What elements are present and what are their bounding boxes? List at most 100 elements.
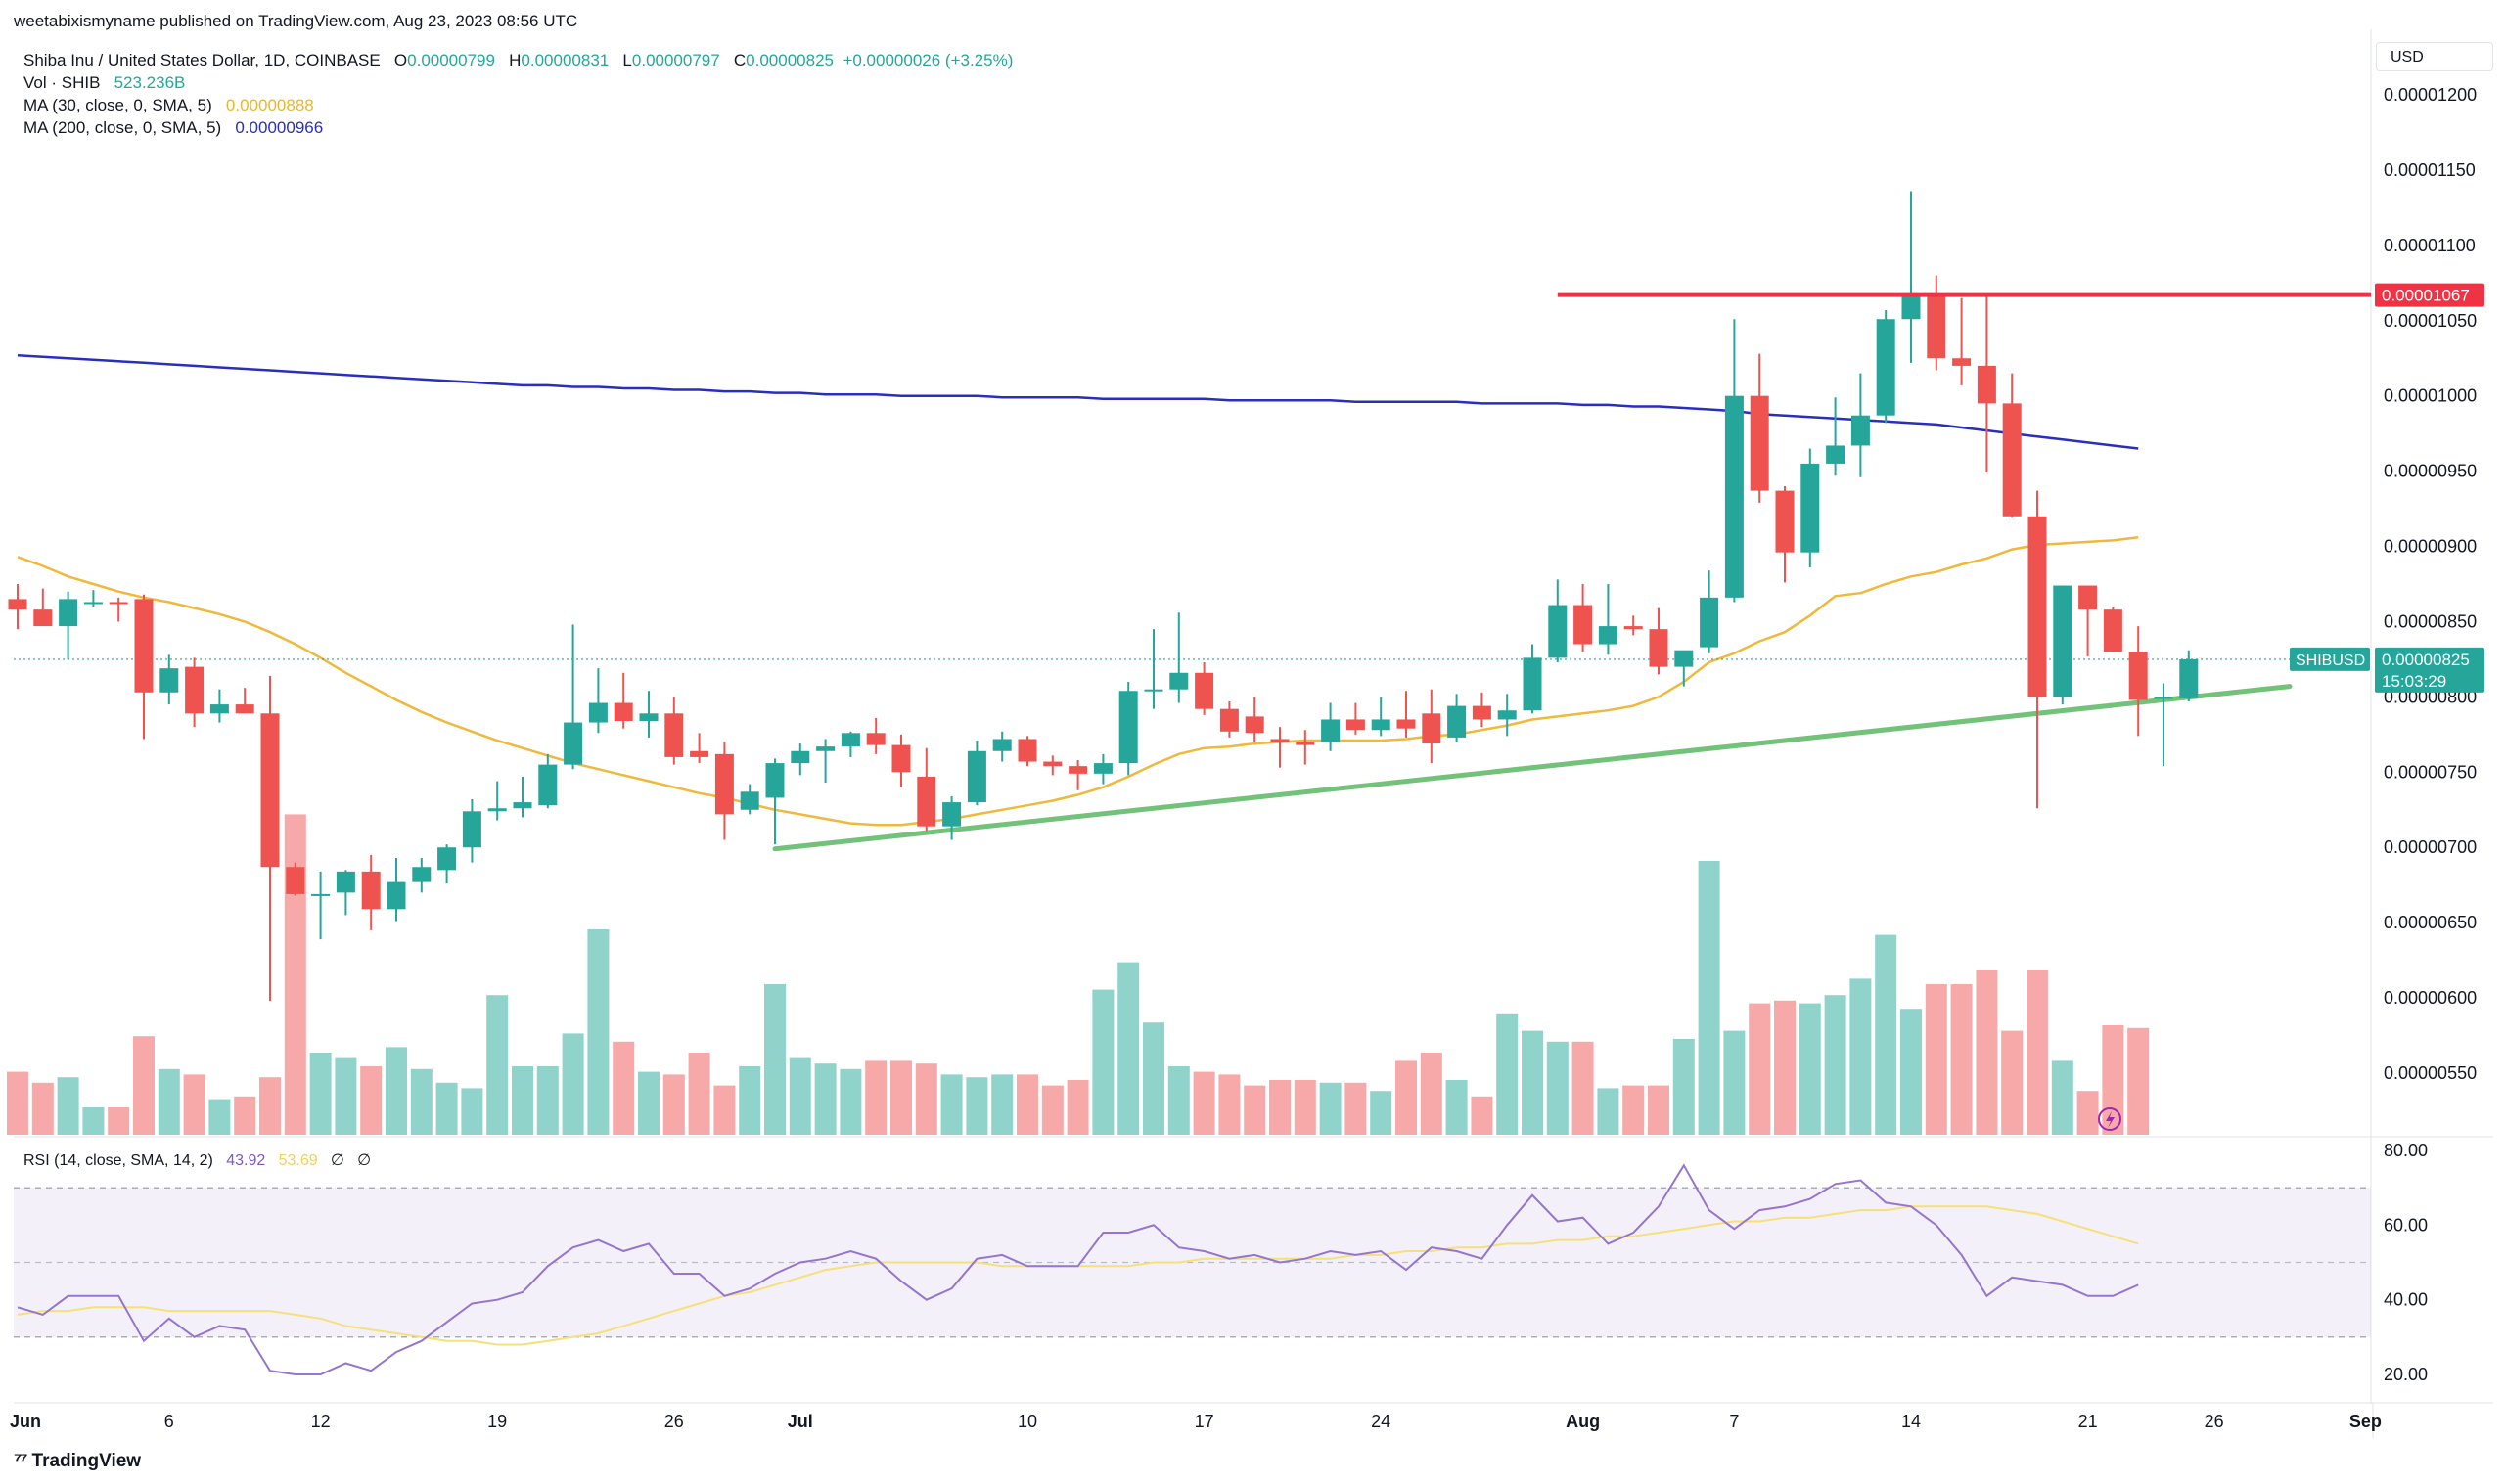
time-tick-label: Sep [2349,1412,2382,1431]
candle [1472,692,1491,728]
volume-bar [133,1036,155,1135]
candle-body [1724,395,1744,598]
volume-bar [82,1107,105,1135]
candle-body [260,713,280,868]
volume-bar [309,1053,332,1135]
candle-body [1775,490,1795,553]
candle [134,594,154,740]
candle [967,741,986,806]
time-tick-label: 12 [311,1412,331,1431]
volume-bar [1976,970,1998,1135]
candle [690,733,709,764]
legend-ma30-row[interactable]: MA (30, close, 0, SMA, 5) 0.00000888 [23,94,1013,116]
candle [1245,697,1264,742]
candle [765,758,785,845]
rsi-legend-label: RSI (14, close, SMA, 14, 2) [23,1152,213,1169]
candle-body [1750,395,1769,491]
legend-high: 0.00000831 [521,51,610,69]
candle-body [791,750,810,764]
candle [2002,373,2022,518]
volume-bar [587,929,610,1135]
volume-bar [688,1053,710,1135]
price-tick-label: 0.00001100 [2384,236,2476,255]
symbol-tag-box [2290,647,2370,671]
candle [1371,697,1390,737]
candle-body [311,893,331,896]
candle [1598,584,1617,655]
candle-body [1396,719,1416,729]
candle [437,844,457,884]
candle-body [185,666,205,714]
candle [1977,296,1996,473]
volume-bar [1067,1080,1089,1135]
candle [664,697,684,765]
legend-symbol-row: Shiba Inu / United States Dollar, 1D, CO… [23,49,1013,71]
candle [8,584,27,630]
candle-body [891,744,911,773]
legend-vol-label: Vol · SHIB [23,73,101,92]
candle-body [588,702,608,723]
legend-volume-row[interactable]: Vol · SHIB 523.236B [23,71,1013,94]
volume-bar [2102,1025,2124,1135]
volume-bar [789,1057,811,1135]
alert-lightning-icon [2098,1107,2121,1131]
candle [209,689,229,723]
candle [2128,626,2148,737]
candle-body [2053,585,2072,697]
volume-bar [1193,1071,1215,1135]
candle [1447,694,1467,742]
candle [1800,448,1820,568]
volume-bar [1622,1085,1645,1135]
resistance-price-tag [2375,283,2484,307]
currency-selector[interactable]: USD [2376,42,2493,71]
legend-ma200-row[interactable]: MA (200, close, 0, SMA, 5) 0.00000966 [23,116,1013,139]
volume-bar [940,1074,963,1135]
candle-body [866,733,886,745]
candle [714,742,734,840]
volume-bar [865,1060,888,1135]
candle-body [1927,294,1946,359]
volume-bar [1849,978,1872,1135]
candle [1901,191,1921,363]
volume-bar [486,995,509,1135]
tradingview-logo-text: TradingView [31,1450,142,1471]
candle-body [134,599,154,693]
legend-symbol[interactable]: Shiba Inu / United States Dollar, 1D, CO… [23,51,381,69]
candle-body [1144,689,1163,692]
volume-bar [1420,1053,1442,1135]
time-tick-label: 10 [1018,1412,1037,1431]
candle-body [33,609,53,627]
tradingview-logo[interactable]: ⁷⁷ TradingView [14,1450,141,1472]
volume-bar [2076,1091,2099,1135]
volume-bar [1092,989,1115,1135]
candle [1548,579,1568,662]
volume-bar [284,814,306,1135]
candle-body [1826,445,1845,464]
candle-body [1952,358,1972,366]
time-tick-label: 21 [2078,1412,2098,1431]
legend-vol-value: 523.236B [114,73,186,92]
legend-ma30-label: MA (30, close, 0, SMA, 5) [23,96,212,114]
volume-bar [1672,1039,1695,1135]
rsi-tick-label: 80.00 [2384,1141,2428,1160]
rsi-legend-empty-1: ∅ [330,1152,344,1169]
time-tick-label: Jul [788,1412,813,1431]
candle [1195,662,1214,715]
volume-bar [1445,1080,1468,1135]
volume-bar [208,1099,231,1135]
candle [1345,702,1365,735]
volume-bar [1824,995,1846,1135]
price-tick-label: 0.00000700 [2384,837,2477,857]
candle [286,862,305,896]
time-tick-label: 6 [164,1412,174,1431]
rsi-legend[interactable]: RSI (14, close, SMA, 14, 2) 43.92 53.69 … [23,1150,371,1170]
candle-body [1118,691,1138,764]
volume-bar [7,1071,28,1135]
chart-legend: Shiba Inu / United States Dollar, 1D, CO… [23,49,1013,139]
volume-bar [1117,962,1140,1135]
publisher-line: weetabixismyname published on TradingVie… [14,12,578,30]
candle [109,597,128,622]
candle [866,717,886,754]
volume-bar [1319,1082,1342,1135]
